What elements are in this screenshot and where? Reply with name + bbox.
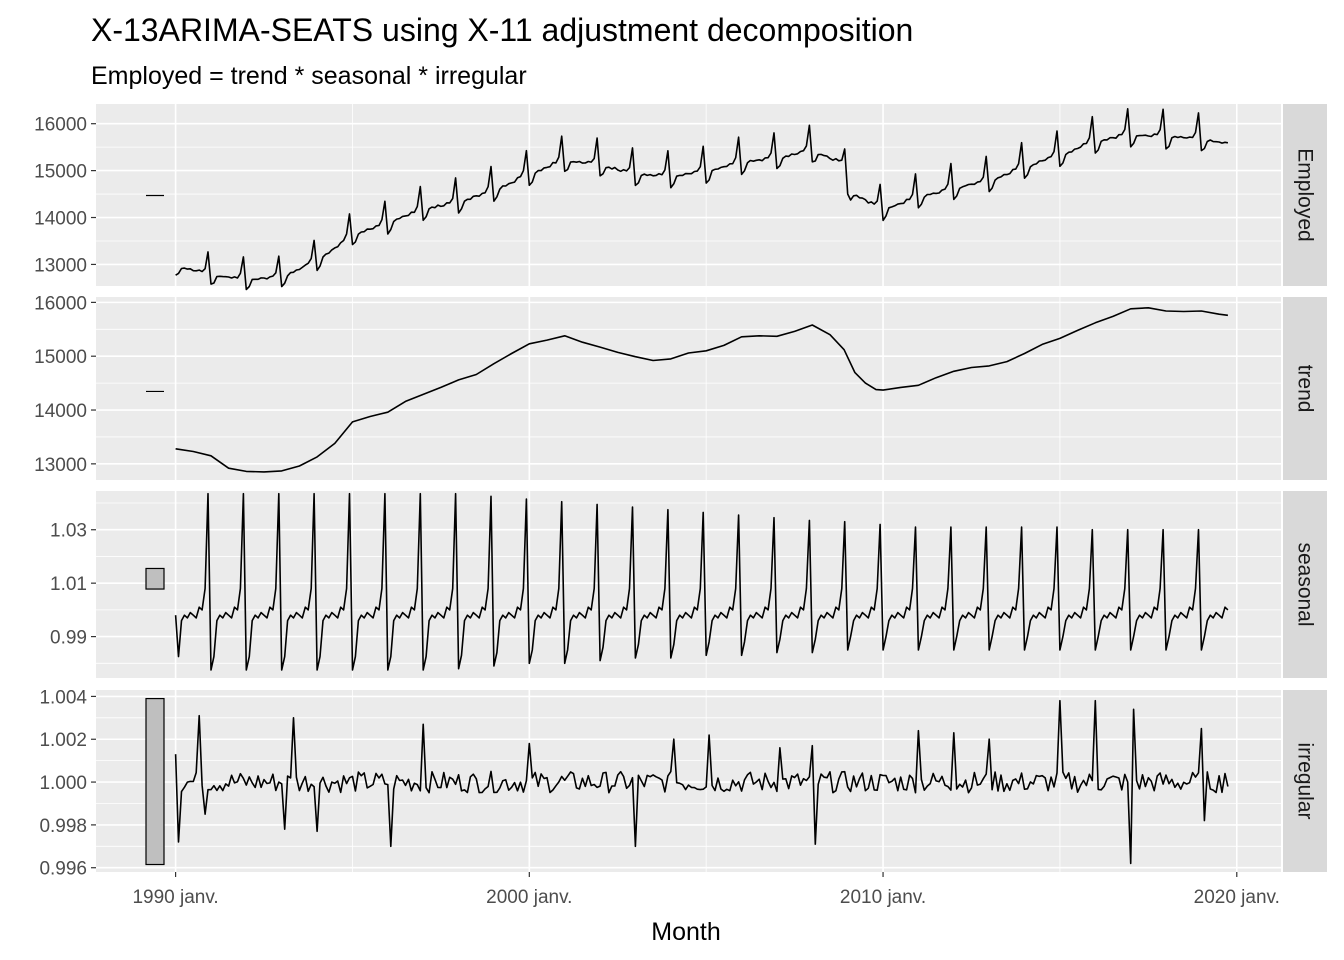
scale-bar [145,567,165,590]
panel-trend: 13000 14000 15000 16000 trend [34,293,1327,480]
panels: 13000 14000 15000 16000 Employed 13000 14000 15… [34,104,1327,880]
y-tick-label: 1.002 [39,730,87,751]
facet-strip [1283,297,1327,480]
y-tick-label: 0.99 [50,628,87,649]
y-tick-label: 16000 [34,293,87,314]
facet-strip [1283,104,1327,286]
chart-title: X-13ARIMA-SEATS using X-11 adjustment de… [91,12,913,48]
x-tick-label: 2020 janv. [1194,887,1280,908]
panel-irregular: 0.996 0.998 1.000 1.002 1.004 irregular [39,687,1327,880]
y-tick-label: 0.998 [39,816,87,837]
y-tick-label: 15000 [34,162,87,183]
y-tick-label: 14000 [34,401,87,422]
facet-strip-label: Employed [1294,148,1317,241]
y-tick-label: 13000 [34,255,87,276]
y-tick-label: 0.996 [39,859,87,880]
panel-background [96,104,1281,286]
series-line-irregular [174,699,1229,865]
y-tick-label: 1.004 [39,687,87,708]
panel-background [96,297,1281,480]
x-axis-title: Month [651,918,720,946]
series-line-seasonal [174,492,1229,671]
scale-bar [145,697,165,866]
facet-strip [1283,491,1327,678]
panel-seasonal: 0.99 1.01 1.03 seasonal [50,491,1327,678]
panel-background [96,491,1281,678]
panel-Employed: 13000 14000 15000 16000 Employed [34,104,1327,291]
series-line-Employed [175,108,1229,291]
y-tick-label: 1.01 [50,574,87,595]
y-tick-label: 1.03 [50,521,87,542]
x-tick-label: 2000 janv. [486,887,572,908]
y-tick-label: 14000 [34,209,87,230]
facet-strip-label: irregular [1294,742,1317,819]
facet-strip [1283,690,1327,872]
x-tick-label: 2010 janv. [840,887,926,908]
y-tick-label: 16000 [34,115,87,136]
chart-subtitle: Employed = trend * seasonal * irregular [91,62,527,90]
y-tick-label: 15000 [34,347,87,368]
x-tick-label: 1990 janv. [132,887,218,908]
facet-strip-label: trend [1294,365,1317,413]
facet-strip-label: seasonal [1294,542,1317,626]
series-line-trend [175,307,1228,473]
y-tick-label: 13000 [34,455,87,476]
y-tick-label: 1.000 [39,773,87,794]
x-axis: 1990 janv. 2000 janv. 2010 janv. 2020 janv. [132,872,1280,908]
